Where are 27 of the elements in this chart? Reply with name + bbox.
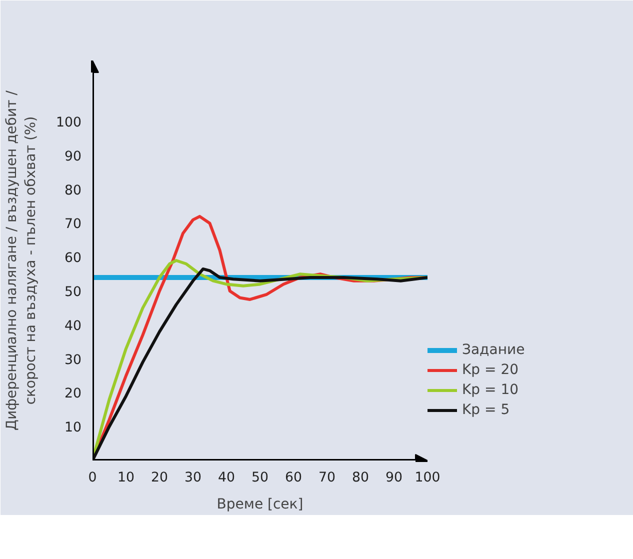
- y-tick-label: 30: [64, 352, 82, 368]
- x-tick-label: 100: [414, 470, 440, 486]
- x-tick-label: 40: [218, 470, 235, 486]
- x-tick-label: 80: [352, 470, 369, 486]
- x-tick-label: 20: [151, 470, 168, 486]
- legend-label: Задание: [462, 342, 525, 358]
- x-axis-title: Време [сек]: [216, 496, 304, 512]
- legend-label: Kp = 10: [462, 382, 519, 398]
- x-tick-label: 30: [184, 470, 202, 486]
- x-tick-label: 0: [88, 470, 97, 486]
- x-tick-label: 50: [252, 470, 268, 486]
- y-axis-title: Диференциално налягане / въздушен дебит / скорост на въздуха - пълен обхват (%): [4, 90, 40, 430]
- y-tick-label: 50: [64, 285, 82, 300]
- y-tick-label: 90: [64, 149, 82, 164]
- x-tick-label: 60: [285, 470, 302, 486]
- x-tick-label: 10: [118, 470, 134, 486]
- y-tick-label: 80: [64, 183, 82, 198]
- y-tick-label: 60: [64, 251, 82, 266]
- y-tick-label: 40: [64, 318, 82, 334]
- x-tick-label: 70: [318, 470, 336, 486]
- x-tick-label: 90: [386, 470, 402, 486]
- legend-label: Kp = 5: [462, 402, 510, 418]
- y-tick-label: 100: [56, 116, 82, 131]
- legend-label: Kp = 20: [462, 362, 519, 378]
- y-tick-label: 10: [64, 420, 82, 436]
- y-tick-label: 70: [64, 217, 82, 232]
- y-tick-label: 20: [64, 386, 82, 402]
